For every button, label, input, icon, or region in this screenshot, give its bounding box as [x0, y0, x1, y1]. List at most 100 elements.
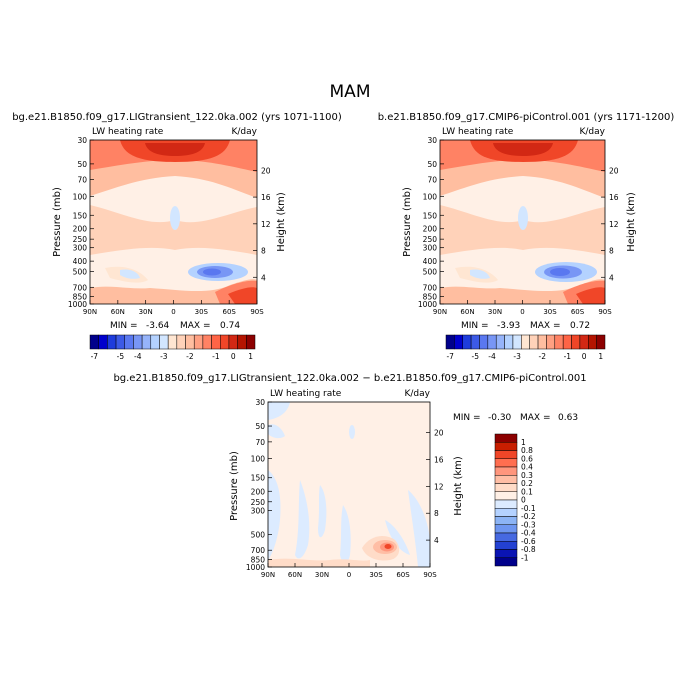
colorbar-swatch: [504, 334, 514, 350]
colorbar-swatch: [596, 334, 606, 350]
panel-1-height-ticks: 20 16 12 8 4: [253, 166, 271, 282]
panel-2-height-ticks: 20 16 12 8 4: [601, 166, 619, 282]
colorbar-swatch: [159, 334, 169, 350]
colorbar-swatch: [494, 557, 518, 567]
latitude-tick-label: 60N: [460, 308, 474, 316]
height-tick-label: 12: [434, 482, 444, 491]
panel-2-title: b.e21.B1850.f09_g17.CMIP6-piControl.001 …: [378, 112, 675, 123]
panel-2-min-label: MIN =: [461, 321, 489, 331]
pressure-tick-label: 70: [255, 438, 265, 447]
colorbar-label: -0.1: [521, 504, 536, 513]
colorbar-swatch: [494, 458, 518, 468]
latitude-tick-label: 90S: [598, 308, 612, 316]
colorbar-swatch: [98, 334, 108, 350]
colorbar-label: -0.4: [521, 529, 536, 538]
pressure-tick-label: 70: [427, 176, 437, 185]
colorbar-swatch: [537, 334, 547, 350]
colorbar-label: -0.2: [521, 512, 536, 521]
latitude-tick-label: 60S: [222, 308, 236, 316]
colorbar-swatch: [494, 483, 518, 492]
panel-3-units: K/day: [405, 389, 431, 399]
pressure-tick-label: 250: [251, 498, 266, 507]
pressure-tick-label: 30: [255, 398, 265, 407]
latitude-tick-label: 60N: [111, 308, 125, 316]
panel-3-min-label: MIN =: [453, 413, 481, 423]
colorbar-swatch: [494, 508, 518, 517]
panel-3-colorbar: 10.80.60.40.30.20.10-0.1-0.2-0.3-0.4-0.6…: [494, 433, 536, 567]
latitude-tick-label: 90S: [250, 308, 264, 316]
colorbar-label: -7: [91, 352, 99, 361]
pressure-tick-label: 1000: [418, 300, 437, 309]
height-tick-label: 12: [609, 220, 619, 229]
colorbar-label: 1: [521, 438, 526, 447]
latitude-tick-label: 30N: [488, 308, 502, 316]
colorbar-label: -5: [472, 352, 480, 361]
pressure-tick-label: 100: [73, 192, 88, 201]
panel-1-colorbar: -7 -5 -4 -3 -2 -1 0 1: [89, 334, 256, 361]
pressure-tick-label: 100: [251, 455, 266, 464]
colorbar-swatch: [115, 334, 125, 350]
colorbar-label: 0.8: [521, 446, 533, 455]
panel-1-units: K/day: [232, 127, 258, 137]
colorbar-swatch: [512, 334, 522, 350]
pressure-tick-label: 300: [251, 506, 266, 515]
pressure-tick-label: 500: [251, 530, 266, 539]
colorbar-label: 0.2: [521, 479, 533, 488]
pressure-tick-label: 200: [423, 225, 438, 234]
panel-3-variable: LW heating rate: [270, 389, 342, 399]
panel-1-ylabel-right: Height (km): [276, 192, 287, 252]
panel-1-min-label: MIN =: [110, 321, 138, 331]
pressure-tick-label: 850: [73, 292, 88, 301]
colorbar-label: -0.8: [521, 545, 536, 554]
latitude-tick-label: 30N: [139, 308, 153, 316]
latitude-tick-label: 30S: [369, 571, 383, 579]
colorbar-swatch: [494, 466, 518, 476]
pressure-tick-label: 500: [423, 268, 438, 277]
pressure-tick-label: 150: [251, 474, 266, 483]
pressure-tick-label: 200: [251, 487, 266, 496]
colorbar-label: 1: [248, 352, 253, 361]
colorbar-swatch: [185, 334, 195, 350]
pressure-tick-label: 700: [423, 283, 438, 292]
colorbar-label: -7: [446, 352, 454, 361]
colorbar-label: 0.6: [521, 454, 533, 463]
colorbar-label: -0.3: [521, 520, 536, 529]
colorbar-swatch: [133, 334, 143, 350]
colorbar-label: -4: [134, 352, 142, 361]
colorbar-swatch: [150, 334, 160, 350]
pressure-tick-label: 200: [73, 225, 88, 234]
colorbar-swatch: [494, 499, 518, 509]
panel-2-variable: LW heating rate: [442, 127, 514, 137]
latitude-tick-label: 30N: [315, 571, 329, 579]
colorbar-label: -1: [212, 352, 220, 361]
latitude-tick-label: 60S: [571, 308, 585, 316]
pressure-tick-label: 850: [423, 292, 438, 301]
height-tick-label: 4: [609, 273, 614, 282]
colorbar-swatch: [571, 334, 581, 350]
colorbar-swatch: [445, 334, 455, 350]
height-tick-label: 4: [434, 536, 439, 545]
panel-2-x-ticks: 90N 60N 30N 0 30S 60S 90S: [433, 300, 612, 316]
pressure-tick-label: 300: [423, 244, 438, 253]
colorbar-swatch: [220, 334, 230, 350]
height-tick-label: 20: [434, 429, 444, 438]
panel-1-x-ticks: 90N 60N 30N 0 30S 60S 90S: [83, 300, 264, 316]
panel-3-ylabel: Pressure (mb): [229, 451, 240, 521]
colorbar-swatch: [494, 450, 518, 459]
pressure-tick-label: 50: [427, 160, 437, 169]
colorbar-label: -4: [488, 352, 496, 361]
colorbar-swatch: [494, 532, 518, 542]
pressure-tick-label: 30: [77, 136, 87, 145]
colorbar-swatch: [228, 334, 238, 350]
panel-2-min-value: -3.93: [497, 321, 520, 331]
colorbar-swatch: [237, 334, 247, 350]
colorbar-label: -1: [521, 553, 529, 562]
panel-3-height-ticks: 20 16 12 8 4: [426, 429, 444, 545]
height-tick-label: 12: [261, 220, 271, 229]
colorbar-label: 1: [598, 352, 603, 361]
height-tick-label: 8: [434, 509, 439, 518]
